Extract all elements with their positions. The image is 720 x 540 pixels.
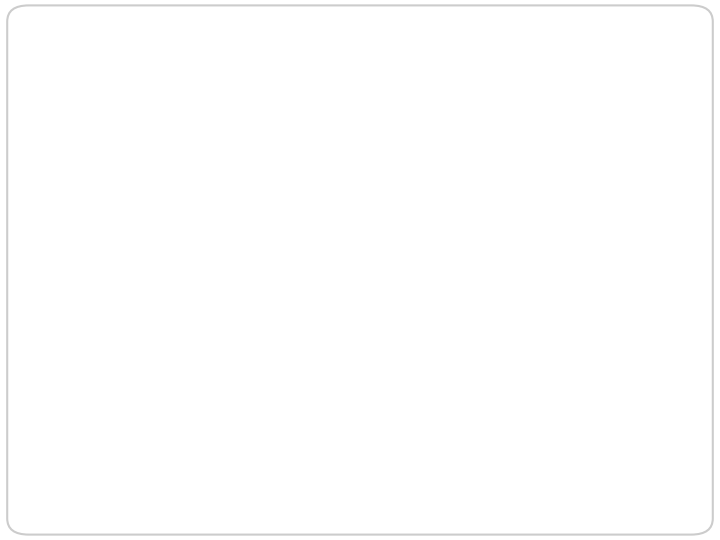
Text: 1989, July: 1989, July bbox=[190, 280, 273, 298]
Text: Design   Edn. 4: Design Edn. 4 bbox=[145, 458, 220, 468]
Text: Kindberg   Distributed Systems: Concepts and: Kindberg Distributed Systems: Concepts a… bbox=[145, 446, 372, 455]
Text: 1979, Dec.: 1979, Dec. bbox=[190, 244, 281, 262]
Text: Date: Date bbox=[190, 215, 230, 233]
Text: 188: 188 bbox=[390, 244, 422, 262]
Text: Instructor's Guide for  Coulouris, Dollimore and: Instructor's Guide for Coulouris, Dollim… bbox=[145, 433, 376, 443]
Text: 35,424,956: 35,424,956 bbox=[498, 353, 593, 370]
Text: Computers in the Internet: Computers in the Internet bbox=[145, 152, 542, 181]
Text: 1999, July: 1999, July bbox=[190, 316, 273, 334]
Text: Web servers: Web servers bbox=[488, 215, 593, 233]
Text: ©  Pearson Education 2005: © Pearson Education 2005 bbox=[145, 470, 280, 480]
Text: 5,560,866: 5,560,866 bbox=[508, 316, 593, 334]
Text: 130,000: 130,000 bbox=[354, 280, 422, 298]
Text: 0: 0 bbox=[582, 280, 593, 298]
Text: Computers: Computers bbox=[330, 215, 422, 233]
Text: Figure 1.5: Figure 1.5 bbox=[145, 114, 297, 144]
Text: 2003, Jan.: 2003, Jan. bbox=[190, 353, 274, 370]
Text: 0: 0 bbox=[582, 244, 593, 262]
Text: 56,218,000: 56,218,000 bbox=[327, 316, 422, 334]
Text: 171,638,297: 171,638,297 bbox=[316, 353, 422, 370]
